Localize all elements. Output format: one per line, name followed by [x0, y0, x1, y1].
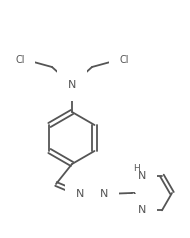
Text: H: H	[133, 164, 139, 173]
Text: N: N	[100, 189, 108, 199]
Text: Cl: Cl	[16, 55, 25, 65]
Text: N: N	[76, 189, 84, 199]
Text: N: N	[68, 80, 76, 90]
Text: N: N	[138, 205, 146, 215]
Text: N: N	[138, 171, 146, 181]
Text: Cl: Cl	[119, 55, 128, 65]
